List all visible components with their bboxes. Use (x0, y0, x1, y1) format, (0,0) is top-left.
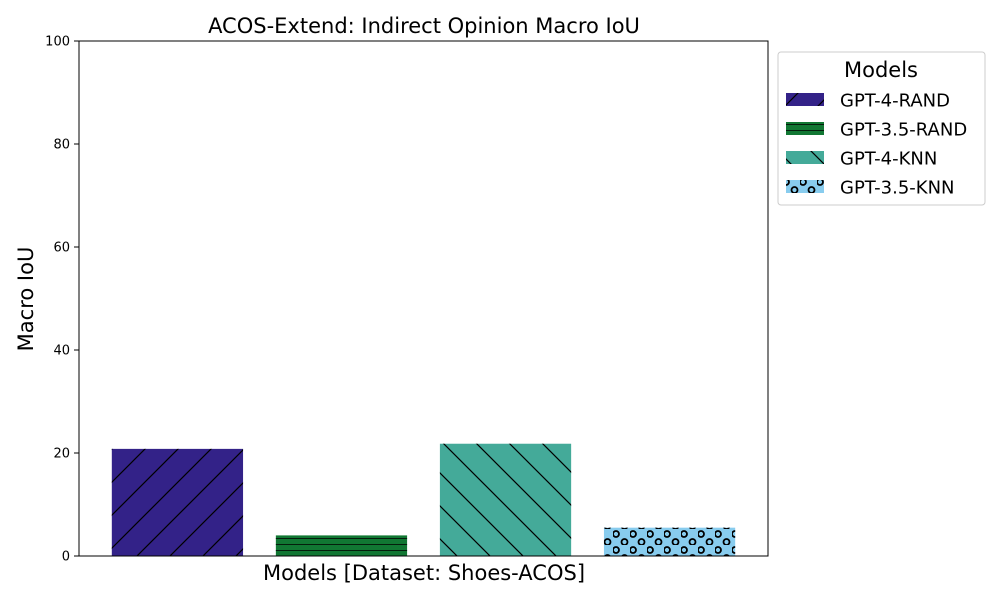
legend-label: GPT-3.5-KNN (840, 178, 955, 199)
bar-gpt-3-5-knn (603, 527, 736, 556)
bar-hatch (603, 527, 736, 556)
y-tick-label: 40 (53, 344, 70, 359)
bars (111, 443, 736, 556)
legend-label: GPT-4-KNN (840, 149, 937, 170)
y-axis-label: Macro IoU (14, 247, 38, 352)
bar-gpt-4-knn (439, 443, 572, 556)
legend-box (777, 51, 986, 206)
legend-swatch-hatch (786, 151, 824, 164)
y-tick-label: 100 (45, 35, 70, 50)
bar-gpt-3-5-rand (275, 535, 408, 556)
legend-swatch-hatch (786, 122, 824, 135)
legend-item: GPT-4-KNN (786, 149, 937, 170)
y-tick-label: 0 (62, 550, 70, 565)
y-tick-label: 80 (53, 138, 70, 153)
bar-hatch (111, 448, 244, 556)
bar-gpt-4-rand (111, 448, 244, 556)
chart-title: ACOS-Extend: Indirect Opinion Macro IoU (208, 14, 640, 38)
plot-frame (78, 40, 769, 557)
legend-item: GPT-4-RAND (786, 91, 950, 112)
legend-item: GPT-3.5-RAND (786, 120, 967, 141)
x-axis-label: Models [Dataset: Shoes-ACOS] (263, 561, 585, 585)
y-axis-ticks: 0 20 40 60 80 100 (45, 35, 79, 565)
legend-swatch-hatch (786, 93, 824, 106)
legend-title: Models (844, 58, 918, 82)
legend-item: GPT-3.5-KNN (786, 178, 955, 199)
legend-label: GPT-3.5-RAND (840, 120, 967, 141)
legend-items: GPT-4-RAND GPT-3.5-RAND GPT-4-KNN GPT-3.5-K… (786, 91, 967, 199)
legend-swatch-hatch (786, 180, 824, 193)
y-tick-label: 60 (53, 241, 70, 256)
bar-hatch (439, 443, 572, 556)
y-tick-label: 20 (53, 447, 70, 462)
legend-label: GPT-4-RAND (840, 91, 950, 112)
legend: Models GPT-4-RANDGPT-3.5-RANDGPT-4-KNNGP… (777, 51, 986, 206)
bar-hatch (275, 535, 408, 556)
